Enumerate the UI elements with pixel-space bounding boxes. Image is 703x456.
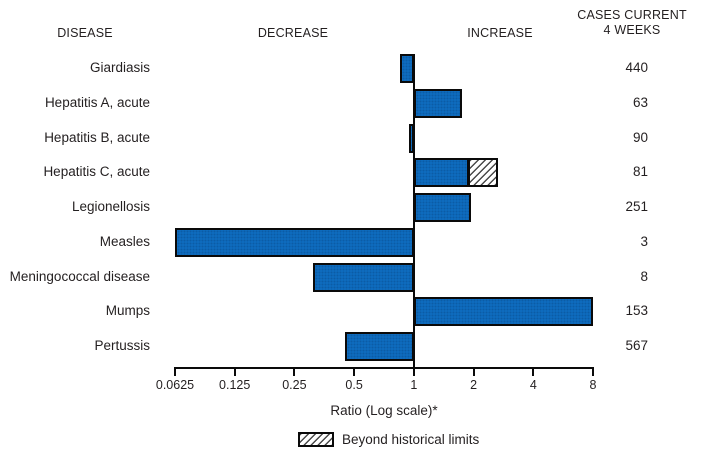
row-label-disease: Hepatitis C, acute [43,164,150,180]
column-header-cases-current-4-weeks: CASES CURRENT 4 WEEKS [577,8,687,37]
cases-current-4-weeks-value: 440 [625,60,648,75]
row-label-disease: Pertussis [94,338,150,353]
ratio-bar-increase [413,193,472,222]
cases-current-4-weeks-value: 567 [625,338,648,353]
column-header-increase: INCREASE [467,26,533,40]
ratio-bar-decrease [399,54,414,83]
legend-label: Beyond historical limits [342,432,480,447]
x-axis-tick [353,367,356,376]
cases-current-4-weeks-value: 251 [625,199,648,214]
row-label-disease: Mumps [105,303,150,319]
ratio-bar-decrease [345,332,414,361]
cases-current-4-weeks-value: 8 [640,268,648,284]
x-axis-tick-label: 0.0625 [155,378,195,392]
x-axis-tick [412,367,415,376]
baseline-ratio-1-line [412,54,415,369]
cases-current-4-weeks-value: 81 [632,164,648,180]
ratio-bar-beyond-historical-limits [468,158,498,188]
x-axis-tick-label: 2 [470,378,478,392]
ratio-bar-decrease [313,262,414,292]
row-label-disease: Hepatitis A, acute [44,94,150,110]
x-axis-tick [174,367,176,376]
row-label-disease: Legionellosis [71,199,150,214]
x-axis-tick-label: 0.5 [345,378,363,392]
row-label-disease: Giardiasis [89,60,150,75]
x-axis-tick-label: 0.25 [282,378,307,392]
row-label-disease: Meningococcal disease [9,268,150,284]
row-label-disease: Measles [99,233,150,249]
x-axis-tick [592,367,594,376]
x-axis-tick [233,367,236,376]
x-axis-tick [472,367,475,376]
ratio-bar-increase [413,88,463,118]
ratio-bar-increase [413,158,470,188]
ratio-bar-decrease [409,123,414,153]
x-axis-tick [293,367,296,376]
cases-current-4-weeks-value: 63 [632,94,648,110]
x-axis-tick [532,367,535,376]
ratio-bar-increase [413,297,593,327]
cases-current-4-weeks-value: 90 [632,129,648,145]
x-axis-tick-label: 8 [589,378,597,392]
x-axis-line [175,367,594,369]
x-axis-tick-label: 4 [529,378,537,392]
row-label-disease: Hepatitis B, acute [44,129,150,145]
ratio-bar-decrease [175,227,414,257]
x-axis-title: Ratio (Log scale)* [330,403,438,418]
cases-current-4-weeks-value: 153 [625,303,648,319]
x-axis-tick-label: 0.125 [219,378,251,392]
column-header-disease: DISEASE [57,26,113,40]
column-header-decrease: DECREASE [257,26,329,40]
legend-hatched-swatch [298,432,334,447]
x-axis-tick-label: 1 [410,378,418,392]
cases-current-4-weeks-value: 3 [640,233,648,249]
